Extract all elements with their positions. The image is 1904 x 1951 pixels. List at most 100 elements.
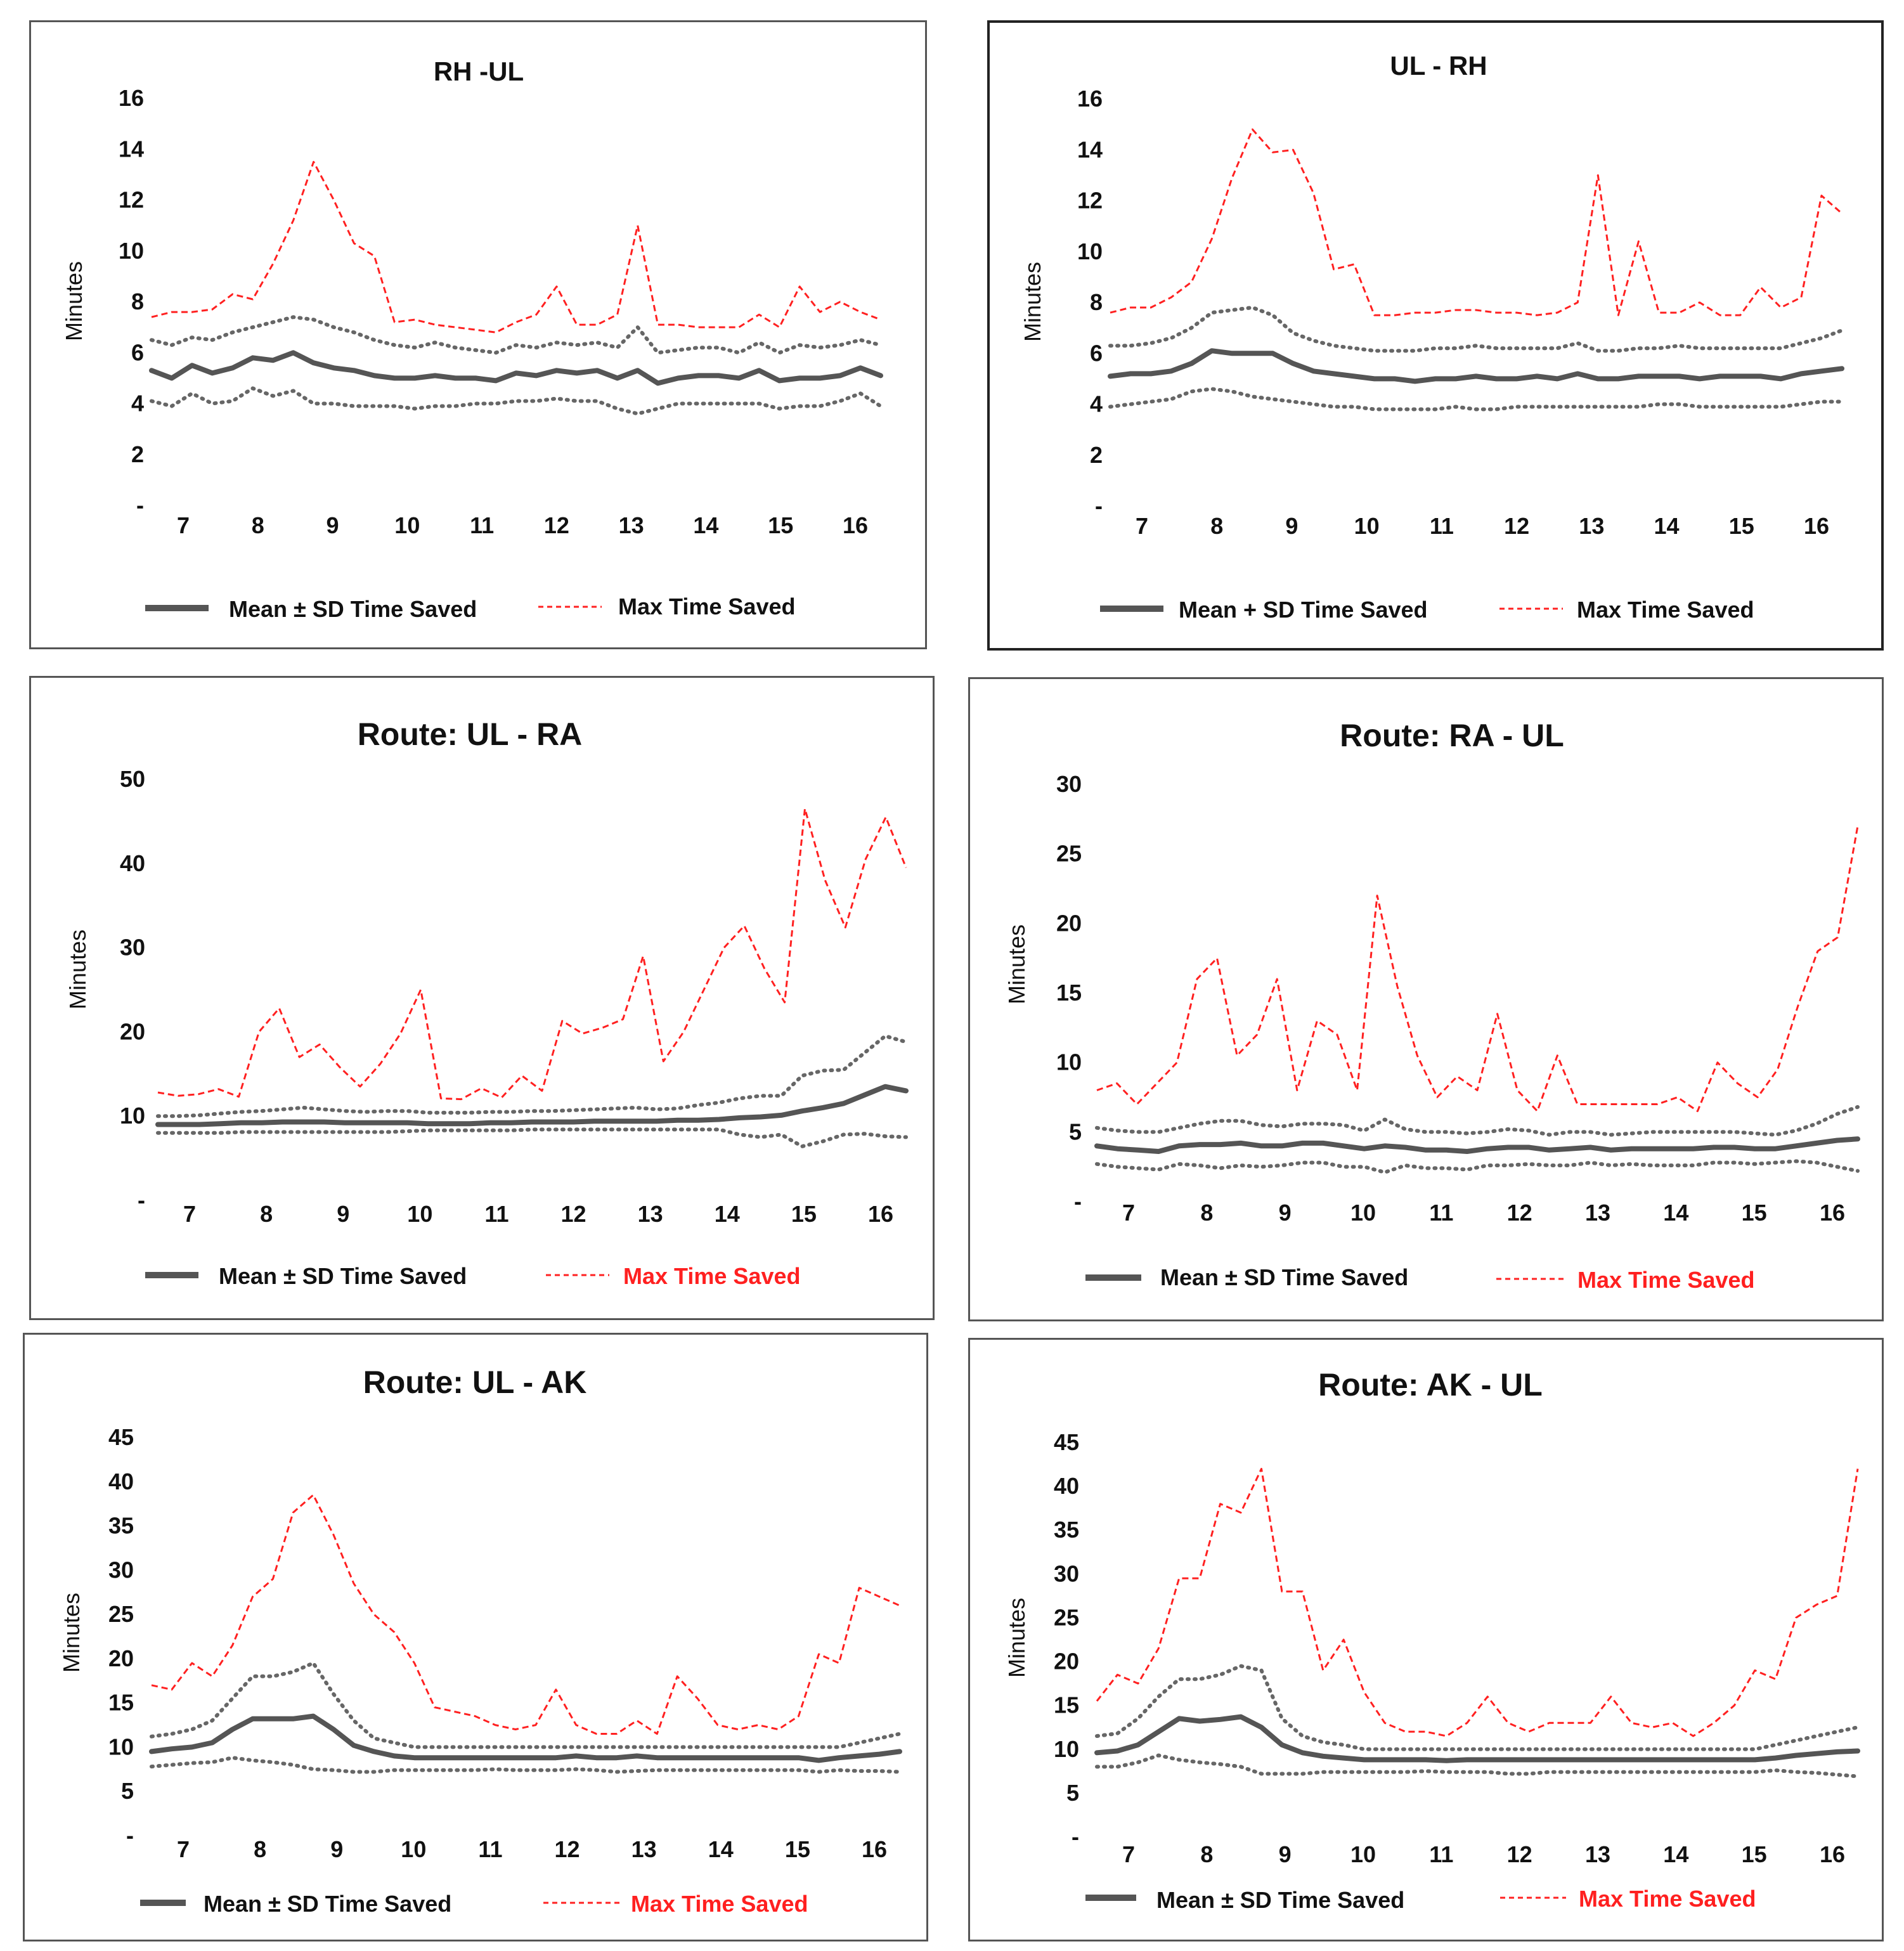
chart-rh-ul: RH -UL Minutes - 2 4 6 8 10 12 14 16 7 8 9 10 11 12 13… (61, 56, 883, 622)
series-line-max (1096, 826, 1859, 1112)
x-tick-label: 7 (1136, 513, 1148, 539)
y-tick-label: - (136, 492, 144, 518)
x-tick-label: 11 (1429, 1200, 1453, 1226)
series-line-sd (1095, 1159, 1860, 1174)
legend: Mean ± SD Time Saved Max Time Saved (145, 1263, 800, 1289)
y-tick-label: 5 (1066, 1780, 1079, 1806)
chart-ul-rh: UL - RH Minutes - 2 4 6 8 10 12 14 16 7 8 9 10 11 12 1… (1020, 51, 1844, 623)
y-tick-label: 25 (1054, 1604, 1079, 1630)
chart-ul-ak: Route: UL - AK Minutes - 5 10 15 20 25 30 35 40 4… (58, 1364, 902, 1917)
legend: Mean + SD Time Saved Max Time Saved (1100, 597, 1754, 623)
x-tick-label: 15 (1742, 1841, 1767, 1867)
x-tick-label: 7 (177, 1836, 190, 1862)
legend-max-label: Max Time Saved (1579, 1886, 1756, 1912)
y-tick-label: 15 (1056, 980, 1082, 1006)
series-line-max (157, 808, 907, 1101)
y-axis: - 2 4 6 8 10 12 14 16 (119, 85, 144, 518)
x-tick-label: 14 (708, 1836, 734, 1862)
y-tick-label: 20 (1054, 1649, 1079, 1675)
x-tick-label: 12 (555, 1836, 580, 1862)
y-tick-label: 10 (1056, 1049, 1082, 1075)
series-line-mean (1108, 348, 1844, 384)
plot-lines (1108, 128, 1844, 412)
x-tick-label: 14 (1663, 1841, 1688, 1867)
x-tick-label: 16 (843, 512, 868, 538)
x-tick-label: 12 (544, 512, 569, 538)
x-tick-label: 11 (1430, 513, 1454, 539)
x-tick-label: 7 (183, 1201, 196, 1227)
y-tick-label: 15 (1054, 1692, 1079, 1718)
series-line-max (1096, 1468, 1859, 1737)
x-tick-label: 8 (252, 512, 264, 538)
x-tick-label: 9 (1279, 1841, 1292, 1867)
legend: Mean ± SD Time Saved Max Time Saved (140, 1891, 808, 1917)
x-tick-label: 14 (1663, 1200, 1688, 1226)
x-tick-label: 13 (638, 1201, 663, 1227)
x-tick-label: 11 (470, 512, 494, 538)
legend: Mean ± SD Time Saved Max Time Saved (145, 593, 795, 622)
x-tick-label: 12 (1507, 1841, 1532, 1867)
y-tick-label: - (1095, 493, 1103, 519)
series-line-sd (156, 1034, 908, 1118)
y-tick-label: 5 (121, 1778, 134, 1804)
y-tick-label: 40 (120, 850, 145, 876)
series-line-sd (150, 386, 883, 416)
series-line-sd (1095, 1753, 1860, 1779)
plot-lines (155, 808, 909, 1148)
chart-panel-ul-rh: UL - RH Minutes - 2 4 6 8 10 12 14 16 7 8 9 10 11 12 1… (987, 20, 1884, 651)
x-tick-label: 13 (631, 1836, 657, 1862)
x-tick-label: 10 (1350, 1841, 1376, 1867)
series-line-sd (150, 315, 883, 355)
x-tick-label: 9 (1279, 1200, 1292, 1226)
x-axis: 7 8 9 10 11 12 13 14 15 16 (1136, 513, 1829, 539)
chart-title: Route: AK - UL (1318, 1367, 1543, 1403)
x-tick-label: 13 (1579, 513, 1604, 539)
chart-title: Route: UL - AK (363, 1364, 587, 1400)
series-line-max (151, 1494, 900, 1735)
x-tick-label: 10 (394, 512, 420, 538)
series-line-mean (1094, 1136, 1860, 1154)
x-tick-label: 14 (715, 1201, 740, 1227)
x-tick-label: 15 (1742, 1200, 1767, 1226)
x-tick-label: 11 (1429, 1841, 1453, 1867)
series-line-sd (150, 1661, 902, 1749)
y-tick-label: 8 (1090, 289, 1103, 315)
x-tick-label: 13 (1585, 1841, 1610, 1867)
chart-title: RH -UL (434, 56, 524, 86)
y-tick-label: 30 (1056, 771, 1082, 797)
y-tick-label: 6 (131, 339, 144, 365)
x-tick-label: 12 (1507, 1200, 1532, 1226)
y-tick-label: 5 (1069, 1118, 1082, 1144)
y-tick-label: 40 (1054, 1473, 1079, 1499)
x-tick-label: 7 (1122, 1200, 1135, 1226)
series-line-sd (156, 1127, 908, 1148)
y-tick-label: 10 (120, 1103, 145, 1129)
x-tick-label: 14 (1654, 513, 1680, 539)
x-tick-label: 12 (561, 1201, 586, 1227)
x-tick-label: 10 (1354, 513, 1380, 539)
y-tick-label: 15 (108, 1690, 134, 1716)
legend-mean-label: Mean ± SD Time Saved (229, 596, 477, 622)
x-tick-label: 16 (1804, 513, 1829, 539)
plot-lines (149, 160, 883, 416)
y-tick-label: 45 (108, 1424, 134, 1450)
x-tick-label: 16 (862, 1836, 887, 1862)
x-tick-label: 15 (785, 1836, 810, 1862)
chart-panel-ul-ak: Route: UL - AK Minutes - 5 10 15 20 25 30 35 40 4… (23, 1333, 928, 1941)
y-tick-label: 20 (120, 1018, 145, 1044)
y-axis: - 5 10 15 20 25 30 35 40 45 (108, 1424, 134, 1848)
chart-panel-ul-ra: Route: UL - RA Minutes - 10 20 30 40 50 7 8 9 10… (29, 676, 935, 1320)
legend-mean-label: Mean ± SD Time Saved (1160, 1264, 1408, 1290)
x-tick-label: 9 (337, 1201, 349, 1227)
y-tick-label: 10 (108, 1734, 134, 1760)
series-line-mean (1094, 1714, 1860, 1763)
y-axis-label: Minutes (65, 930, 91, 1009)
y-tick-label: 35 (1054, 1517, 1079, 1543)
y-tick-label: 50 (120, 766, 145, 792)
x-tick-label: 9 (330, 1836, 343, 1862)
y-axis: - 10 20 30 40 50 (120, 766, 145, 1213)
x-tick-label: 10 (1350, 1200, 1376, 1226)
chart-ra-ul: Route: RA - UL Minutes - 5 10 15 20 25 30 7 8 9 1… (1004, 718, 1860, 1293)
x-axis: 7 8 9 10 11 12 13 14 15 16 (1122, 1200, 1845, 1226)
x-tick-label: 9 (327, 512, 339, 538)
